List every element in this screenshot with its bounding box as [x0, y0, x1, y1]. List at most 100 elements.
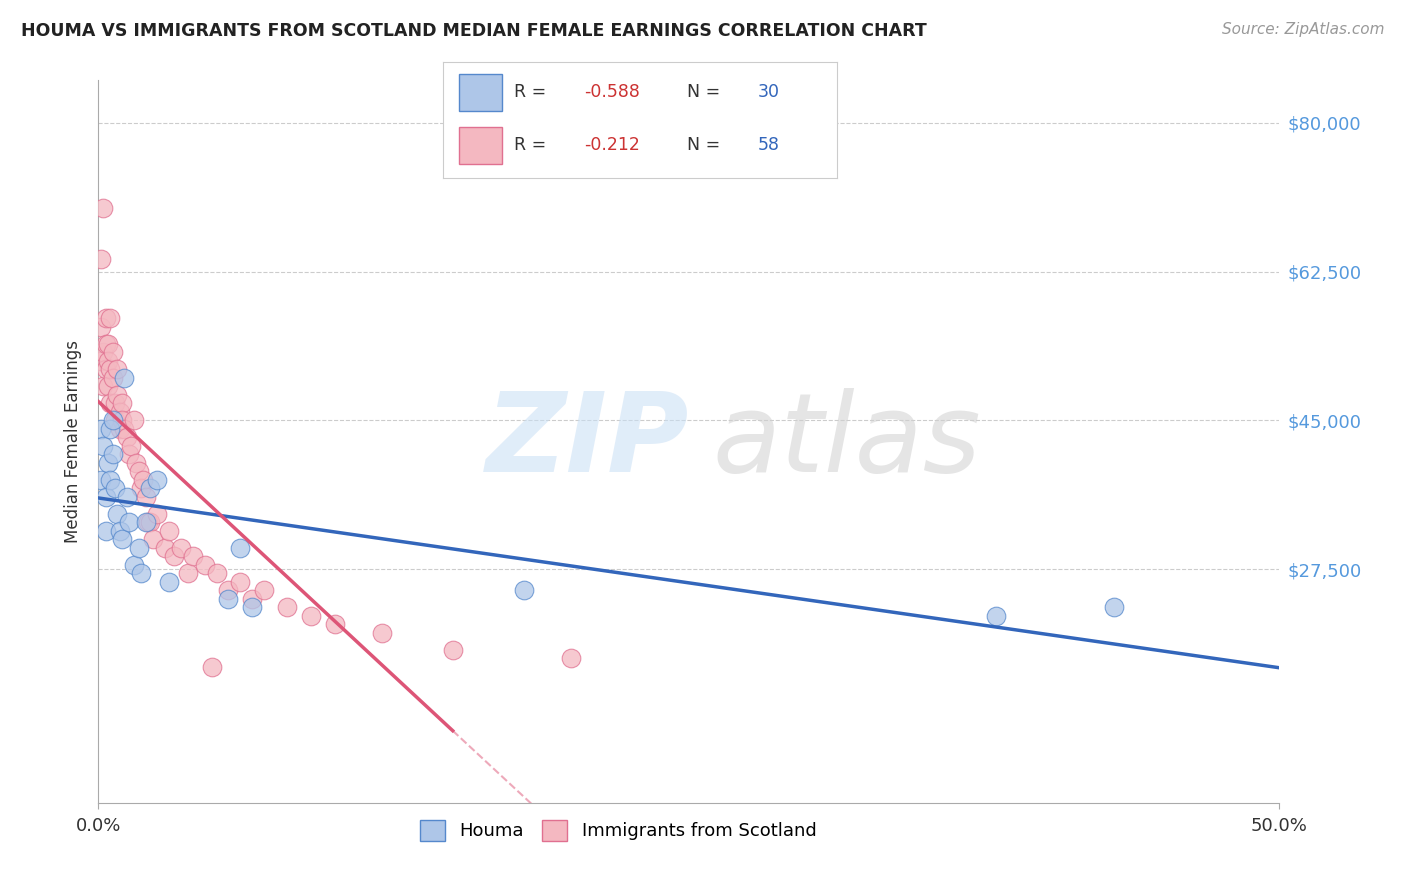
Point: [441, 642, 464, 657]
Point: [163, 549, 186, 564]
Point: [323, 617, 346, 632]
Point: [97, 353, 120, 368]
Point: [111, 396, 134, 410]
Text: -0.212: -0.212: [585, 136, 641, 154]
FancyBboxPatch shape: [458, 128, 502, 164]
Point: [201, 660, 224, 674]
Point: [132, 473, 155, 487]
Point: [177, 566, 200, 581]
Text: atlas: atlas: [713, 388, 981, 495]
Point: [91, 345, 114, 359]
Point: [128, 541, 150, 555]
Point: [135, 516, 157, 530]
Point: [98, 396, 121, 410]
Point: [135, 490, 157, 504]
Point: [122, 413, 145, 427]
Text: R =: R =: [513, 136, 551, 154]
Point: [115, 430, 138, 444]
Point: [94, 490, 117, 504]
Point: [512, 583, 534, 598]
Text: HOUMA VS IMMIGRANTS FROM SCOTLAND MEDIAN FEMALE EARNINGS CORRELATION CHART: HOUMA VS IMMIGRANTS FROM SCOTLAND MEDIAN…: [21, 22, 927, 40]
Point: [97, 456, 120, 470]
Point: [101, 447, 124, 461]
Text: 58: 58: [758, 136, 780, 154]
Point: [91, 439, 114, 453]
Point: [104, 413, 127, 427]
Point: [217, 591, 239, 606]
Point: [240, 591, 263, 606]
Point: [129, 566, 152, 581]
Legend: Houma, Immigrants from Scotland: Houma, Immigrants from Scotland: [412, 813, 824, 848]
Text: -0.588: -0.588: [585, 83, 641, 101]
Text: N =: N =: [688, 83, 725, 101]
Point: [101, 371, 124, 385]
Point: [121, 439, 143, 453]
Point: [129, 481, 152, 495]
Point: [90, 252, 112, 266]
Point: [229, 541, 252, 555]
Point: [142, 533, 165, 547]
Point: [253, 583, 276, 598]
Text: ZIP: ZIP: [485, 388, 689, 495]
Point: [108, 524, 131, 538]
Point: [1102, 600, 1125, 615]
Point: [276, 600, 298, 615]
Point: [91, 379, 114, 393]
Point: [170, 541, 193, 555]
Point: [136, 516, 159, 530]
Point: [105, 362, 128, 376]
Point: [105, 388, 128, 402]
Point: [94, 311, 117, 326]
Point: [111, 533, 134, 547]
Text: N =: N =: [688, 136, 725, 154]
FancyBboxPatch shape: [458, 74, 502, 112]
Point: [90, 473, 112, 487]
Point: [108, 405, 131, 419]
Point: [118, 447, 141, 461]
Point: [94, 336, 117, 351]
Point: [104, 396, 127, 410]
Point: [90, 319, 112, 334]
Point: [91, 201, 114, 215]
Point: [560, 651, 582, 665]
Point: [205, 566, 228, 581]
Text: 30: 30: [758, 83, 780, 101]
Y-axis label: Median Female Earnings: Median Female Earnings: [65, 340, 83, 543]
Text: Source: ZipAtlas.com: Source: ZipAtlas.com: [1222, 22, 1385, 37]
Point: [98, 422, 121, 436]
Point: [984, 608, 1007, 623]
Text: R =: R =: [513, 83, 551, 101]
Point: [240, 600, 263, 615]
Point: [97, 336, 120, 351]
Point: [157, 574, 180, 589]
Point: [112, 422, 135, 436]
Point: [139, 481, 162, 495]
Point: [194, 558, 217, 572]
Point: [90, 353, 112, 368]
Point: [153, 541, 176, 555]
Point: [98, 362, 121, 376]
Point: [98, 473, 121, 487]
Point: [146, 473, 169, 487]
Point: [125, 456, 148, 470]
Point: [217, 583, 239, 598]
Point: [112, 371, 135, 385]
Point: [98, 311, 121, 326]
Point: [108, 422, 131, 436]
Point: [128, 464, 150, 478]
Point: [181, 549, 204, 564]
Point: [105, 507, 128, 521]
Point: [115, 490, 138, 504]
Point: [111, 413, 134, 427]
Point: [94, 362, 117, 376]
Point: [101, 413, 124, 427]
Point: [139, 516, 162, 530]
Point: [299, 608, 322, 623]
Point: [371, 625, 394, 640]
Point: [146, 507, 169, 521]
Point: [122, 558, 145, 572]
Point: [90, 422, 112, 436]
Point: [118, 516, 141, 530]
Point: [94, 524, 117, 538]
Point: [101, 345, 124, 359]
